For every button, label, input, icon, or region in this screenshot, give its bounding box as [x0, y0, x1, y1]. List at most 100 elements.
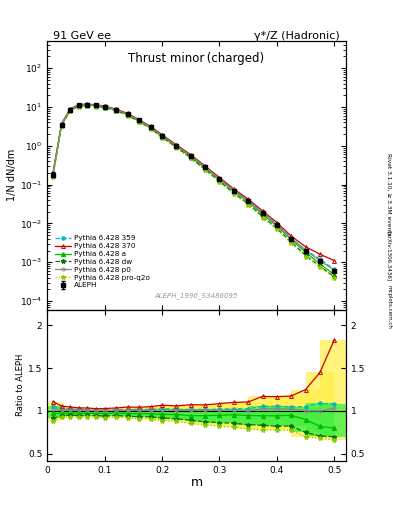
Pythia 6.428 pro-q2o — [160, 135, 164, 141]
Pythia 6.428 359 — [303, 247, 308, 253]
Pythia 6.428 dw — [137, 118, 141, 124]
Pythia 6.428 359 — [260, 209, 265, 216]
Pythia 6.428 p0 — [125, 111, 130, 117]
Bar — [128, 409, 151, 417]
Pythia 6.428 a — [94, 103, 98, 109]
Pythia 6.428 p0 — [174, 142, 179, 148]
Pythia 6.428 dw — [275, 225, 279, 231]
Pythia 6.428 p0 — [59, 121, 64, 127]
Pythia 6.428 a — [303, 249, 308, 255]
Pythia 6.428 pro-q2o — [76, 103, 81, 110]
Bar — [70, 408, 87, 417]
Text: γ*/Z (Hadronic): γ*/Z (Hadronic) — [254, 31, 340, 41]
Bar — [306, 372, 334, 438]
Line: Pythia 6.428 370: Pythia 6.428 370 — [51, 102, 336, 263]
Pythia 6.428 pro-q2o — [203, 167, 208, 173]
Pythia 6.428 359 — [231, 187, 236, 193]
Pythia 6.428 a — [188, 154, 193, 160]
Bar — [62, 407, 79, 417]
Pythia 6.428 dw — [203, 166, 208, 173]
Bar — [277, 396, 306, 430]
Pythia 6.428 359 — [174, 142, 179, 148]
Pythia 6.428 pro-q2o — [148, 126, 153, 132]
Pythia 6.428 a — [137, 118, 141, 124]
Pythia 6.428 370 — [303, 244, 308, 250]
Pythia 6.428 370 — [275, 220, 279, 226]
Bar — [248, 406, 277, 425]
Pythia 6.428 359 — [160, 132, 164, 138]
Line: Pythia 6.428 359: Pythia 6.428 359 — [51, 103, 336, 271]
Text: ALEPH_1996_S3486095: ALEPH_1996_S3486095 — [155, 292, 238, 299]
Bar — [219, 409, 248, 423]
Pythia 6.428 dw — [148, 125, 153, 132]
Pythia 6.428 pro-q2o — [137, 119, 141, 125]
Pythia 6.428 p0 — [203, 164, 208, 170]
Pythia 6.428 pro-q2o — [246, 202, 251, 208]
Pythia 6.428 370 — [76, 102, 81, 108]
Line: Pythia 6.428 a: Pythia 6.428 a — [51, 103, 336, 276]
Bar — [96, 410, 113, 416]
Pythia 6.428 pro-q2o — [59, 123, 64, 129]
Pythia 6.428 a — [332, 271, 337, 278]
Pythia 6.428 a — [260, 211, 265, 218]
Pythia 6.428 359 — [51, 170, 55, 177]
Pythia 6.428 370 — [160, 132, 164, 138]
Bar — [248, 396, 277, 430]
Line: Pythia 6.428 pro-q2o: Pythia 6.428 pro-q2o — [51, 103, 336, 280]
Bar — [87, 410, 105, 416]
Pythia 6.428 a — [114, 107, 118, 113]
Pythia 6.428 pro-q2o — [318, 264, 322, 270]
Pythia 6.428 dw — [188, 155, 193, 161]
Pythia 6.428 dw — [303, 252, 308, 259]
Bar — [320, 404, 349, 437]
Pythia 6.428 370 — [114, 106, 118, 112]
Pythia 6.428 370 — [318, 251, 322, 258]
Pythia 6.428 a — [59, 122, 64, 128]
Bar — [79, 410, 96, 415]
Pythia 6.428 dw — [174, 144, 179, 151]
Text: mcplots.cern.ch: mcplots.cern.ch — [386, 285, 391, 329]
Bar — [162, 406, 191, 421]
Bar — [116, 407, 139, 418]
Pythia 6.428 a — [102, 104, 107, 110]
Bar — [277, 407, 306, 426]
Pythia 6.428 370 — [59, 121, 64, 127]
Line: Pythia 6.428 dw: Pythia 6.428 dw — [51, 103, 336, 279]
Pythia 6.428 pro-q2o — [332, 274, 337, 281]
Pythia 6.428 pro-q2o — [217, 179, 222, 185]
Pythia 6.428 dw — [125, 112, 130, 118]
Pythia 6.428 359 — [76, 102, 81, 108]
Bar — [96, 409, 113, 418]
Pythia 6.428 dw — [114, 108, 118, 114]
Pythia 6.428 dw — [332, 274, 337, 280]
Bar — [128, 407, 151, 419]
Bar — [205, 403, 234, 426]
Pythia 6.428 370 — [102, 103, 107, 109]
Pythia 6.428 pro-q2o — [102, 105, 107, 111]
Pythia 6.428 p0 — [51, 171, 55, 177]
Bar — [70, 410, 87, 416]
Text: Rivet 3.1.10, ≥ 3.3M events: Rivet 3.1.10, ≥ 3.3M events — [386, 153, 391, 236]
Pythia 6.428 370 — [188, 152, 193, 158]
Bar — [53, 409, 70, 416]
Pythia 6.428 359 — [203, 164, 208, 170]
Bar — [162, 409, 191, 419]
Pythia 6.428 359 — [102, 103, 107, 110]
Pythia 6.428 pro-q2o — [188, 156, 193, 162]
Bar — [116, 410, 139, 416]
Pythia 6.428 359 — [188, 153, 193, 159]
Pythia 6.428 a — [125, 112, 130, 118]
Pythia 6.428 370 — [174, 142, 179, 148]
Pythia 6.428 359 — [68, 106, 72, 112]
Bar — [320, 340, 349, 440]
Pythia 6.428 370 — [217, 175, 222, 181]
Bar — [263, 397, 291, 430]
Pythia 6.428 a — [217, 177, 222, 183]
Pythia 6.428 a — [318, 261, 322, 267]
Pythia 6.428 dw — [102, 104, 107, 111]
Pythia 6.428 dw — [85, 102, 90, 109]
Bar — [291, 390, 320, 437]
Pythia 6.428 pro-q2o — [231, 191, 236, 197]
Bar — [44, 401, 62, 420]
Pythia 6.428 359 — [217, 176, 222, 182]
